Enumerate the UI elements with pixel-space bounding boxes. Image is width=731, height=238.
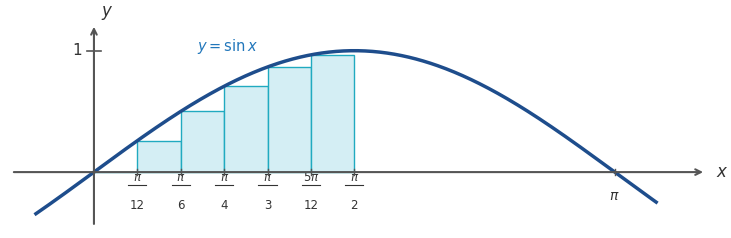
Text: $x$: $x$ bbox=[716, 163, 728, 181]
Text: 4: 4 bbox=[221, 199, 228, 212]
Bar bbox=[137, 141, 181, 172]
Text: 12: 12 bbox=[303, 199, 319, 212]
Text: $y = \sin x$: $y = \sin x$ bbox=[197, 37, 258, 55]
Text: $\pi$: $\pi$ bbox=[263, 171, 272, 184]
Text: $y$: $y$ bbox=[101, 4, 113, 22]
Text: 12: 12 bbox=[130, 199, 145, 212]
Text: 6: 6 bbox=[177, 199, 184, 212]
Bar bbox=[181, 111, 224, 172]
Bar bbox=[224, 86, 268, 172]
Bar bbox=[268, 67, 311, 172]
Text: $\pi$: $\pi$ bbox=[176, 171, 186, 184]
Text: 1: 1 bbox=[72, 43, 83, 58]
Text: $\pi$: $\pi$ bbox=[133, 171, 142, 184]
Bar bbox=[311, 55, 355, 172]
Text: $5\pi$: $5\pi$ bbox=[303, 171, 319, 184]
Text: $\pi$: $\pi$ bbox=[610, 189, 620, 203]
Text: 2: 2 bbox=[351, 199, 358, 212]
Text: 3: 3 bbox=[264, 199, 271, 212]
Text: $\pi$: $\pi$ bbox=[349, 171, 359, 184]
Text: $\pi$: $\pi$ bbox=[219, 171, 229, 184]
